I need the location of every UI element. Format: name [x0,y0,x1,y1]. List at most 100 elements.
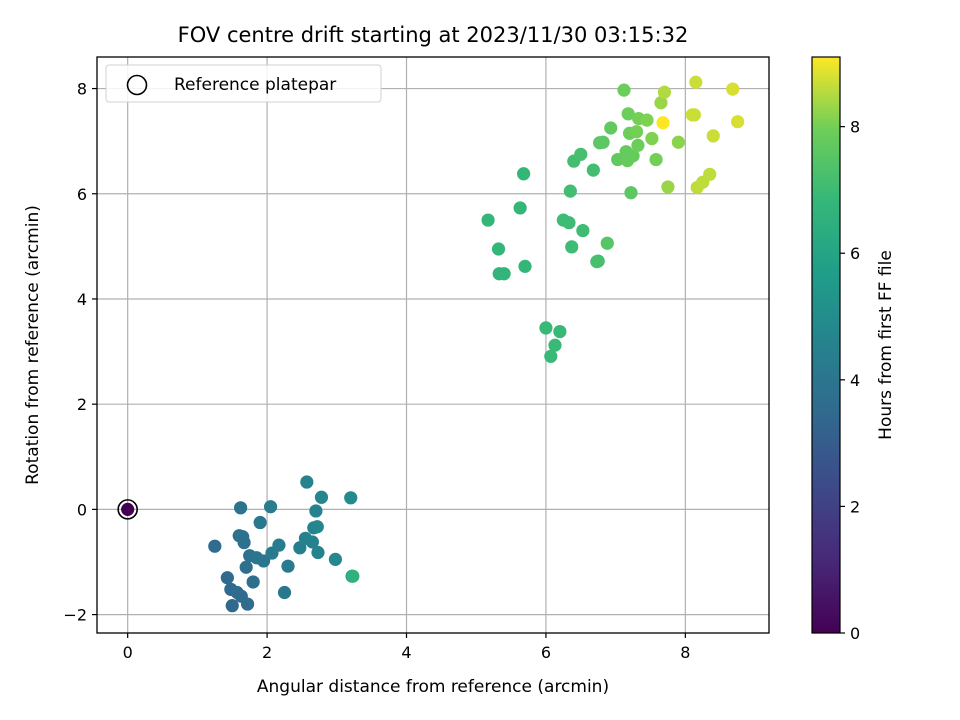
colorbar-tick-label: 8 [850,118,860,137]
data-point [544,349,558,363]
data-points [208,75,745,613]
data-point [661,180,675,194]
data-point [272,538,286,552]
data-point [548,338,562,352]
data-point [574,147,588,161]
x-tick-label: 4 [401,643,411,662]
data-point [726,82,740,96]
colorbar-tick-label: 6 [850,244,860,263]
data-point [328,552,343,566]
x-tick-label: 8 [680,643,690,662]
colorbar-label: Hours from first FF file [876,250,896,440]
plot-frame [96,56,770,634]
legend-entry-reference-platepar: Reference platepar [174,75,336,95]
data-point [257,554,271,568]
y-tick-label: 2 [77,395,87,414]
data-point [563,184,577,198]
x-tick-label: 2 [262,643,272,662]
data-point [626,149,640,163]
data-point [310,520,324,534]
data-point [539,321,553,335]
x-axis-label: Angular distance from reference (arcmin) [257,677,609,697]
colorbar-ticks: 0 2 4 6 8 [840,118,860,643]
y-tick-label: 0 [77,500,87,519]
data-point [689,75,703,89]
data-point [629,125,644,139]
data-point [586,163,600,177]
data-point [654,96,668,110]
data-point [671,135,685,149]
data-point [517,167,531,181]
data-point [600,236,614,250]
colorbar-tick-label: 4 [850,371,860,390]
data-point [731,115,745,129]
data-point [263,500,278,514]
legend: Reference platepar [105,64,382,103]
data-point [497,267,511,281]
data-point [239,560,253,574]
data-point [565,240,579,254]
y-tick-label: 4 [77,290,87,309]
data-point [611,152,625,167]
y-tick-label: 6 [77,185,87,204]
legend-marker-icon [126,74,148,96]
data-point [277,585,292,600]
data-point [591,254,605,268]
data-point [253,515,267,530]
chart-title: FOV centre drift starting at 2023/11/30 … [178,23,689,47]
legend-box [105,64,382,103]
data-point [208,539,222,553]
data-point [640,113,654,127]
data-point [576,223,590,238]
y-tick-label: −2 [63,606,87,625]
data-point [481,213,495,227]
data-point [491,242,506,256]
data-point [617,83,631,97]
data-point [562,216,576,230]
colorbar-tick-label: 0 [850,624,860,643]
y-axis-ticks: −2 0 2 4 6 8 [63,80,97,625]
data-point [344,491,358,505]
x-tick-label: 0 [123,643,133,662]
data-point [649,152,663,167]
data-point [234,501,248,515]
data-point [657,85,672,99]
reference-point [121,502,135,516]
x-axis-ticks: 0 2 4 6 8 [123,633,690,662]
data-point [311,545,325,560]
data-point [703,167,717,181]
data-point [621,107,635,121]
data-point [553,324,567,339]
data-point [596,135,610,149]
data-point [300,475,314,489]
y-axis-label: Rotation from reference (arcmin) [23,205,43,485]
data-point [624,186,638,200]
colorbar-tick-label: 2 [850,497,860,516]
data-point [314,490,329,504]
colorbar-gradient [811,56,841,634]
data-point [309,504,323,518]
reference-marker [117,499,138,520]
data-point [513,201,527,215]
data-point [604,121,618,135]
y-tick-label: 8 [77,80,87,99]
data-point [706,129,720,143]
data-point [631,138,645,152]
data-point [305,535,320,549]
data-point [645,131,659,146]
data-point [220,571,234,585]
reference-ring-icon [117,499,138,520]
data-point [687,108,702,122]
data-point [518,259,532,273]
data-point [281,559,295,573]
grid-lines [97,57,769,633]
data-point [246,575,260,589]
data-point [656,116,670,130]
colorbar: 0 2 4 6 8 Hours from first FF file [811,56,896,643]
x-tick-label: 6 [541,643,551,662]
data-point [240,597,255,611]
data-point [346,569,360,583]
data-point [225,599,239,613]
data-point [237,535,251,550]
